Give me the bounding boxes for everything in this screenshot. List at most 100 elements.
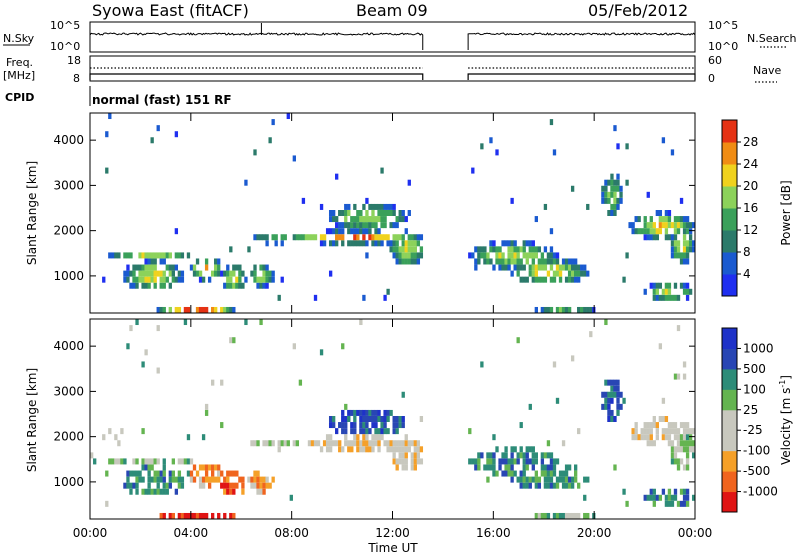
power-cell-668 <box>676 240 681 247</box>
power-ytick-label-0: 1000 <box>53 269 84 283</box>
velocity-cell-201 <box>277 440 281 447</box>
velocity-cell-105 <box>189 512 194 519</box>
velocity-cell-628 <box>670 440 675 447</box>
power-cell-525 <box>567 270 572 277</box>
power-cell-526 <box>567 264 572 271</box>
velocity-cell-382 <box>477 464 481 471</box>
power-cell-346 <box>401 258 405 265</box>
velocity-cell-568 <box>622 397 626 404</box>
velocity-cell-29 <box>135 476 139 483</box>
power-cell-563 <box>610 210 614 216</box>
power-cell-520 <box>564 276 569 283</box>
power-cell-621 <box>655 228 659 235</box>
power-cell-337 <box>395 234 399 241</box>
nsky-panel-frame <box>89 21 696 53</box>
velocity-cell-376 <box>419 416 424 422</box>
power-cell-216 <box>328 210 333 216</box>
power-cell-95 <box>180 276 185 283</box>
power-cell-101 <box>189 264 194 271</box>
power-cell-341 <box>398 252 402 259</box>
velocity-cell-627 <box>670 446 675 453</box>
velocity-cell-254 <box>353 440 357 447</box>
velocity-cell-679 <box>688 440 693 447</box>
power-cell-654 <box>670 222 675 229</box>
velocity-cell-115 <box>198 482 203 489</box>
velocity-cell-236 <box>341 416 345 422</box>
velocity-cell-567 <box>622 488 626 495</box>
power-cell-143 <box>232 264 236 271</box>
velocity-cell-489 <box>552 512 557 519</box>
power-cell-99 <box>186 306 191 313</box>
velocity-cell-645 <box>676 434 681 441</box>
power-cell-397 <box>483 246 487 253</box>
power-cell-368 <box>410 246 414 253</box>
velocity-cell-3 <box>105 500 109 507</box>
power-cell-607 <box>649 234 653 241</box>
velocity-cell-413 <box>507 464 511 471</box>
power-cell-441 <box>516 252 520 259</box>
velocity-cell-437 <box>522 464 526 471</box>
power-cell-510 <box>555 258 560 265</box>
power-cell-358 <box>404 216 408 223</box>
power-cell-613 <box>652 282 656 289</box>
velocity-cell-391 <box>486 452 490 459</box>
velocity-cell-80 <box>168 482 172 489</box>
velocity-cell-354 <box>404 458 408 465</box>
power-cell-212 <box>328 270 333 277</box>
time-tick-label-3: 12:00 <box>375 526 410 540</box>
power-cell-174 <box>265 282 269 289</box>
station-title: Syowa East (fitACF) <box>92 1 249 20</box>
power-cell-558 <box>604 179 608 186</box>
velocity-cell-439 <box>522 452 526 459</box>
power-cell-416 <box>501 258 505 265</box>
velocity-colorbar-swatch-5 <box>722 389 737 411</box>
velocity-cell-533 <box>589 331 593 338</box>
velocity-cell-113 <box>195 470 200 477</box>
velocity-cell-208 <box>295 440 300 447</box>
velocity-cell-172 <box>247 476 251 483</box>
power-cell-313 <box>383 216 387 223</box>
power-cell-679 <box>682 282 687 289</box>
power-cell-144 <box>235 282 239 289</box>
velocity-cell-316 <box>383 409 387 416</box>
velocity-cell-173 <box>250 482 254 489</box>
velocity-cell-79 <box>168 512 172 519</box>
power-cell-292 <box>374 234 378 241</box>
power-cell-303 <box>380 240 384 247</box>
power-cell-618 <box>655 288 659 295</box>
velocity-cell-96 <box>180 476 185 483</box>
velocity-cell-18 <box>126 470 130 477</box>
velocity-cell-93 <box>177 458 182 465</box>
power-colorbar-swatch-6 <box>722 142 737 165</box>
power-cell-318 <box>386 234 390 241</box>
power-cell-657 <box>673 282 678 289</box>
velocity-colorbar-label-6: 500 <box>743 362 766 376</box>
power-cell-663 <box>673 222 678 229</box>
power-cell-363 <box>407 234 411 241</box>
velocity-cell-586 <box>646 422 650 429</box>
power-cell-135 <box>229 306 233 313</box>
power-cell-457 <box>528 264 532 271</box>
power-cell-28 <box>138 252 142 259</box>
velocity-cell-504 <box>561 482 566 489</box>
power-cell-591 <box>631 222 635 229</box>
power-cell-266 <box>362 294 366 301</box>
velocity-cell-422 <box>513 458 517 465</box>
velocity-cell-65 <box>156 325 160 332</box>
velocity-cell-141 <box>217 470 221 477</box>
power-cell-81 <box>168 252 172 259</box>
velocity-cell-333 <box>395 458 399 465</box>
power-cell-404 <box>492 264 496 271</box>
velocity-cell-524 <box>574 464 578 471</box>
power-ytick-label-2: 3000 <box>53 178 84 192</box>
power-cell-674 <box>679 252 684 259</box>
power-cell-154 <box>244 179 248 186</box>
power-cell-369 <box>410 240 414 247</box>
power-colorbar: 4 8 12 16 20 24 28 <box>721 119 758 297</box>
velocity-cell-566 <box>619 391 623 398</box>
velocity-cell-22 <box>129 470 133 477</box>
velocity-cell-225 <box>332 440 336 447</box>
velocity-cell-330 <box>392 422 396 429</box>
